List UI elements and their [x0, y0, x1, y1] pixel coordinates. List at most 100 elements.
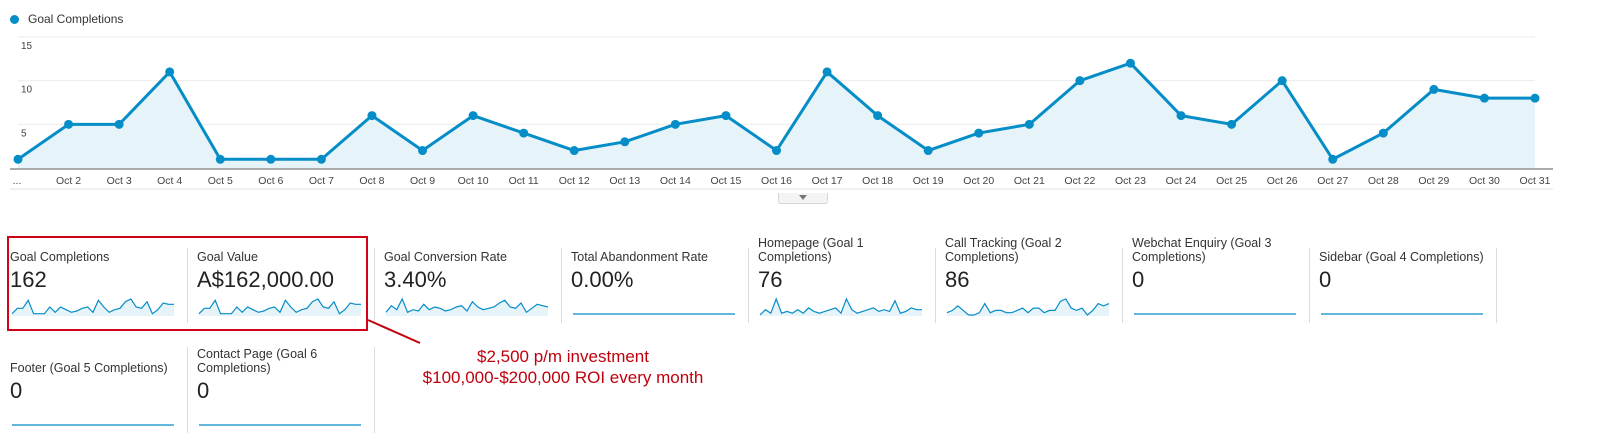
- sparkline-line: [385, 297, 549, 314]
- data-point[interactable]: [1125, 58, 1135, 68]
- card-separator: [187, 248, 188, 323]
- x-tick-label: Oct 14: [660, 175, 691, 187]
- chart-resize-handle[interactable]: [778, 193, 828, 204]
- data-point[interactable]: [418, 146, 428, 156]
- data-point[interactable]: [114, 119, 124, 129]
- x-tick-label: Oct 5: [208, 175, 233, 187]
- card-separator: [1309, 248, 1310, 323]
- metric-value: 0.00%: [571, 267, 634, 292]
- data-point[interactable]: [519, 128, 529, 138]
- chart-legend[interactable]: Goal Completions: [10, 12, 123, 26]
- data-point[interactable]: [165, 67, 175, 77]
- x-tick-label: Oct 8: [359, 175, 384, 187]
- data-point[interactable]: [974, 128, 984, 138]
- metric-card[interactable]: Footer (Goal 5 Completions) 0: [10, 345, 182, 428]
- sparkline-line: [946, 298, 1110, 316]
- x-tick-label: ...: [13, 175, 22, 187]
- card-separator: [561, 248, 562, 323]
- data-point[interactable]: [670, 119, 680, 129]
- data-point[interactable]: [620, 137, 630, 147]
- data-point[interactable]: [316, 154, 326, 164]
- annotation-line-1: $2,500 p/m investment: [477, 347, 649, 366]
- data-point[interactable]: [1227, 119, 1237, 129]
- metric-card[interactable]: Sidebar (Goal 4 Completions) 0: [1319, 234, 1491, 317]
- x-tick-label: Oct 23: [1115, 175, 1146, 187]
- data-point[interactable]: [1429, 84, 1439, 94]
- metric-title: Call Tracking (Goal 2 Completions): [945, 236, 1062, 264]
- data-point[interactable]: [923, 146, 933, 156]
- metric-title-wrap: Call Tracking (Goal 2 Completions): [945, 234, 1117, 264]
- data-point[interactable]: [266, 154, 276, 164]
- metric-value: 0: [1319, 267, 1332, 292]
- data-point[interactable]: [468, 111, 478, 121]
- data-point[interactable]: [64, 119, 74, 129]
- sparkline-line: [11, 298, 174, 315]
- annotation-line-2: $100,000-$200,000 ROI every month: [422, 368, 704, 387]
- highlight-box: [7, 236, 368, 331]
- metric-value: 0: [1132, 267, 1145, 292]
- metric-card[interactable]: Goal Completions 162: [10, 234, 182, 317]
- data-point[interactable]: [1075, 76, 1085, 86]
- roi-annotation: $2,500 p/m investment $100,000-$200,000 …: [398, 346, 728, 388]
- data-point[interactable]: [772, 146, 781, 156]
- card-separator: [1122, 248, 1123, 323]
- x-tick-label: Oct 30: [1469, 175, 1500, 187]
- data-point[interactable]: [569, 146, 579, 156]
- metric-card[interactable]: Goal Conversion Rate 3.40%: [384, 234, 556, 317]
- x-tick-label: Oct 22: [1064, 175, 1095, 187]
- sparkline: [385, 297, 549, 316]
- data-point[interactable]: [1479, 93, 1489, 103]
- data-point[interactable]: [13, 154, 23, 164]
- data-point[interactable]: [1530, 93, 1540, 103]
- metric-value: A$162,000.00: [197, 267, 335, 292]
- metric-title: Contact Page (Goal 6 Completions): [197, 347, 318, 375]
- metric-value: 162: [10, 267, 47, 292]
- metric-card[interactable]: Homepage (Goal 1 Completions) 76: [758, 234, 930, 317]
- metric-card[interactable]: Goal Value A$162,000.00: [197, 234, 369, 317]
- x-tick-label: Oct 17: [812, 175, 843, 187]
- x-tick-label: Oct 31: [1520, 175, 1551, 187]
- x-tick-label: Oct 12: [559, 175, 590, 187]
- y-tick-label: 15: [21, 41, 33, 52]
- data-point[interactable]: [721, 111, 731, 121]
- card-separator: [187, 347, 188, 433]
- x-tick-label: Oct 26: [1267, 175, 1298, 187]
- x-tick-label: Oct 6: [258, 175, 283, 187]
- x-tick-label: Oct 4: [157, 175, 182, 187]
- y-tick-label: 5: [21, 128, 27, 139]
- data-point[interactable]: [873, 111, 883, 121]
- x-tick-label: Oct 19: [913, 175, 944, 187]
- data-point[interactable]: [1176, 111, 1186, 121]
- sparkline: [199, 424, 361, 426]
- data-point[interactable]: [1277, 76, 1287, 86]
- metric-title-wrap: Contact Page (Goal 6 Completions): [197, 345, 369, 375]
- metric-title-wrap: Total Abandonment Rate: [571, 234, 743, 264]
- data-point[interactable]: [367, 111, 377, 121]
- sparkline-line: [759, 297, 922, 316]
- sparkline: [573, 313, 735, 315]
- metric-card[interactable]: Contact Page (Goal 6 Completions) 0: [197, 345, 369, 428]
- metric-title: Sidebar (Goal 4 Completions): [1319, 250, 1484, 264]
- data-point[interactable]: [822, 67, 832, 77]
- metric-title: Webchat Enquiry (Goal 3 Completions): [1132, 236, 1272, 264]
- metric-title-wrap: Goal Value: [197, 234, 369, 264]
- x-tick-label: Oct 2: [56, 175, 81, 187]
- data-point[interactable]: [1024, 119, 1034, 129]
- metric-title-wrap: Goal Conversion Rate: [384, 234, 556, 264]
- x-tick-label: Oct 27: [1317, 175, 1348, 187]
- x-tick-label: Oct 29: [1418, 175, 1449, 187]
- sparkline: [1134, 313, 1296, 315]
- metric-card[interactable]: Total Abandonment Rate 0.00%: [571, 234, 743, 317]
- x-tick-label: Oct 20: [963, 175, 994, 187]
- data-point[interactable]: [1328, 154, 1338, 164]
- data-point[interactable]: [1378, 128, 1388, 138]
- metric-card[interactable]: Webchat Enquiry (Goal 3 Completions) 0: [1132, 234, 1304, 317]
- goal-completions-chart[interactable]: 5 10 15... Oct 2 Oct 3 Oct 4 Oct 5 Oct 6 Oct 7 Oc…: [0, 0, 1603, 200]
- x-tick-label: Oct 24: [1166, 175, 1197, 187]
- x-tick-label: Oct 13: [609, 175, 640, 187]
- data-point[interactable]: [215, 154, 225, 164]
- sparkline-fill: [947, 299, 1109, 316]
- metric-value: 3.40%: [384, 267, 447, 292]
- x-tick-label: Oct 18: [862, 175, 893, 187]
- metric-card[interactable]: Call Tracking (Goal 2 Completions) 86: [945, 234, 1117, 317]
